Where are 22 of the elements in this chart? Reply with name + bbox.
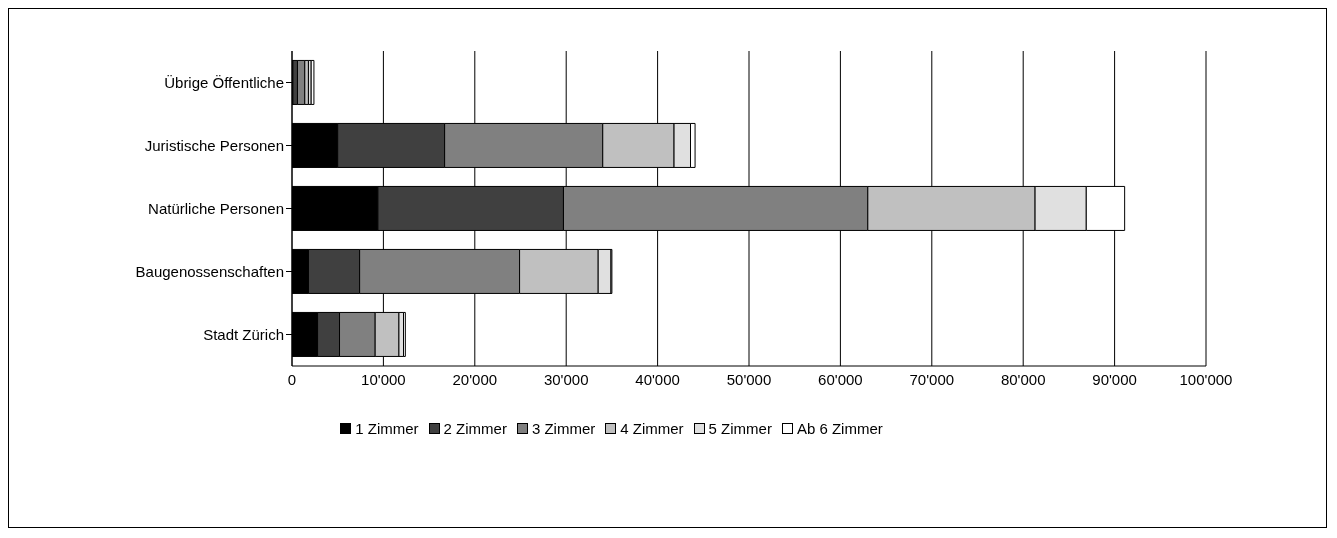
y-tick-label: Übrige Öffentliche: [164, 73, 284, 91]
x-tick-label: 20'000: [452, 370, 498, 388]
legend-label: 3 Zimmer: [531, 420, 596, 437]
x-tick-label: 0: [287, 370, 297, 388]
x-tick-label: 80'000: [1000, 370, 1046, 388]
legend-label: 1 Zimmer: [355, 420, 419, 437]
x-tick-label: 60'000: [818, 370, 863, 388]
y-tick-label: Stadt Zürich: [203, 325, 284, 343]
x-tick-label: 50'000: [726, 370, 772, 388]
y-tick-label: Natürliche Personen: [148, 199, 284, 217]
x-tick-label: 30'000: [543, 370, 589, 388]
legend-label: 5 Zimmer: [708, 420, 772, 437]
y-tick-label: Juristische Personen: [144, 136, 284, 154]
x-tick-label: 10'000: [361, 370, 406, 388]
legend-label: 4 Zimmer: [620, 420, 684, 437]
legend-label: Ab 6 Zimmer: [796, 420, 883, 437]
y-tick-label: Baugenossenschaften: [135, 262, 284, 280]
x-tick-label: 40'000: [635, 370, 680, 388]
legend-label: 2 Zimmer: [443, 420, 507, 437]
x-tick-label: 70'000: [909, 370, 955, 388]
x-tick-label: 100'000: [1179, 370, 1233, 388]
x-tick-label: 90'000: [1092, 370, 1137, 388]
